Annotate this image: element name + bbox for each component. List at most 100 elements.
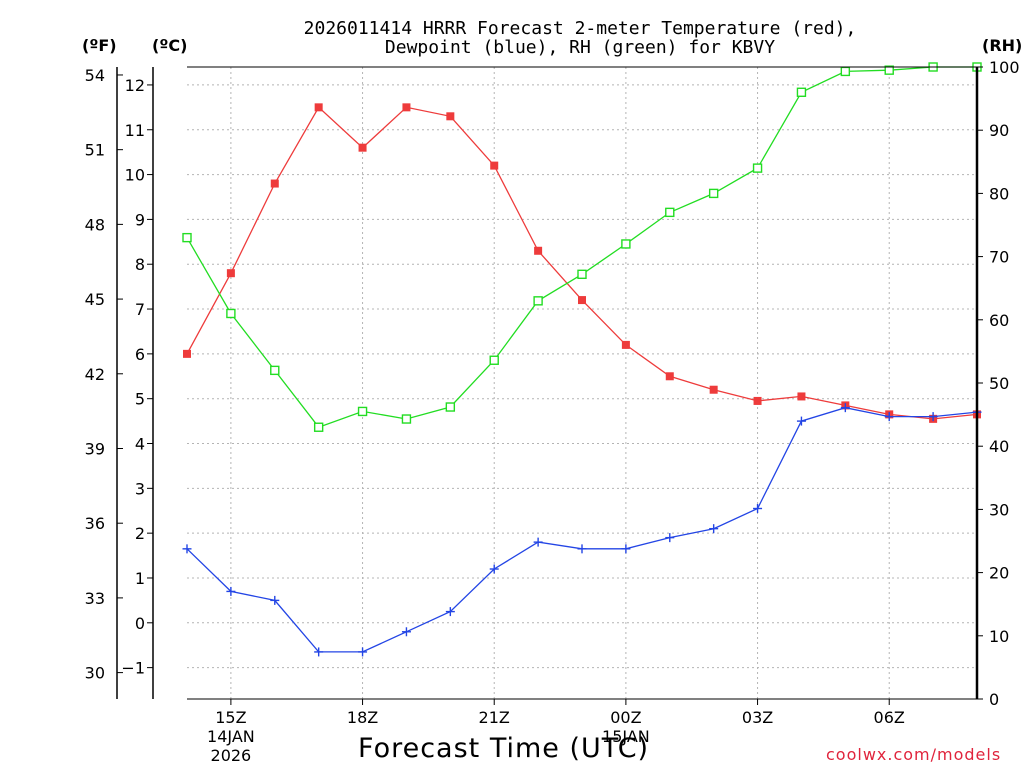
temperature-point (226, 269, 235, 278)
fahrenheit-tick-label: 33 (85, 589, 105, 608)
temperature-point (402, 103, 411, 112)
rh-point (533, 296, 543, 306)
axes: −101234567891011123033363942454851540102… (85, 58, 1020, 765)
temperature-point (665, 372, 674, 381)
celsius-tick-label: −1 (121, 659, 145, 678)
series-layer (182, 62, 982, 657)
fahrenheit-tick-label: 45 (85, 290, 105, 309)
x-tick-label: 00Z (610, 708, 641, 727)
temperature-point (270, 179, 279, 188)
x-tick-label: 14JAN (207, 727, 255, 746)
rh-point (884, 65, 894, 75)
celsius-tick-label: 7 (135, 300, 145, 319)
dewpoint-point (533, 537, 543, 547)
rh-axis-unit: (RH) (982, 36, 1023, 55)
x-tick-label: 15Z (215, 708, 246, 727)
fahrenheit-axis-unit: (ºF) (82, 36, 117, 55)
rh-point (445, 402, 456, 412)
celsius-tick-label: 6 (135, 345, 145, 364)
x-tick-label: 06Z (874, 708, 905, 727)
celsius-tick-label: 4 (135, 435, 145, 454)
rh-point (401, 414, 412, 424)
celsius-tick-label: 3 (135, 479, 145, 498)
rh-point (577, 269, 587, 279)
celsius-tick-label: 1 (135, 569, 145, 588)
dewpoint-point (182, 544, 192, 554)
dewpoint-point (928, 412, 938, 422)
x-tick-label: 15JAN (602, 727, 650, 746)
rh-tick-label: 90 (989, 121, 1009, 140)
rh-tick-label: 80 (989, 184, 1009, 203)
dewpoint-point (709, 524, 719, 534)
gridlines (187, 67, 977, 699)
rh-tick-label: 50 (989, 374, 1009, 393)
rh-tick-label: 60 (989, 311, 1009, 330)
fahrenheit-tick-label: 36 (85, 514, 105, 533)
rh-point (621, 239, 631, 249)
fahrenheit-tick-label: 39 (85, 439, 105, 458)
temperature-point (314, 103, 323, 112)
dewpoint-point (226, 586, 236, 596)
celsius-axis-unit: (ºC) (152, 36, 188, 55)
x-tick-label: 21Z (479, 708, 510, 727)
temperature-point (709, 385, 718, 394)
fahrenheit-tick-label: 54 (85, 66, 105, 85)
rh-point (840, 66, 851, 77)
dewpoint-point (577, 544, 587, 554)
celsius-tick-label: 10 (125, 166, 145, 185)
rh-point (182, 232, 192, 243)
series-line-dewpoint (186, 407, 978, 653)
rh-point (313, 422, 324, 432)
dewpoint-point (358, 647, 368, 657)
rh-tick-label: 20 (989, 564, 1009, 583)
temperature-point (578, 296, 586, 305)
celsius-tick-label: 5 (135, 390, 145, 409)
x-tick-label: 2026 (211, 746, 252, 765)
chart-title-line-2: Dewpoint (blue), RH (green) for KBVY (384, 37, 776, 58)
dewpoint-point (270, 595, 280, 605)
rh-point (270, 365, 280, 376)
x-tick-label: 18Z (347, 708, 378, 727)
dewpoint-point (445, 607, 455, 617)
dewpoint-point (621, 544, 631, 554)
temperature-point (183, 349, 191, 358)
temperature-point (534, 246, 543, 255)
celsius-tick-label: 11 (125, 121, 145, 140)
temperature-point (753, 396, 762, 405)
temperature-point (797, 392, 806, 401)
dewpoint-point (489, 564, 499, 574)
dewpoint-point (665, 533, 675, 543)
series-line-2-meter-temperature (186, 106, 978, 420)
rh-tick-label: 100 (989, 58, 1020, 77)
celsius-tick-label: 9 (135, 210, 145, 229)
dewpoint-point (753, 504, 763, 514)
fahrenheit-tick-label: 48 (85, 215, 105, 234)
temperature-point (446, 112, 455, 121)
rh-point (489, 355, 499, 365)
chart-title-line-1: 2026011414 HRRR Forecast 2-meter Tempera… (303, 18, 857, 39)
rh-point (226, 308, 236, 319)
x-tick-label: 03Z (742, 708, 773, 727)
rh-tick-label: 0 (989, 690, 999, 709)
dewpoint-point (314, 647, 324, 657)
rh-point (796, 87, 807, 97)
dewpoint-point (840, 403, 850, 413)
celsius-tick-label: 8 (135, 255, 145, 274)
rh-point (752, 163, 763, 173)
temperature-point (358, 143, 367, 152)
rh-point (708, 188, 719, 199)
rh-point (665, 207, 675, 218)
series-line-rh (186, 66, 977, 428)
x-axis-title: Forecast Time (UTC) (358, 733, 650, 764)
source-credit: coolwx.com/models (826, 745, 1002, 764)
dewpoint-point (884, 412, 894, 422)
dewpoint-point (796, 416, 806, 426)
rh-point (357, 406, 368, 417)
celsius-tick-label: 12 (125, 76, 145, 95)
temperature-point (621, 340, 630, 349)
celsius-tick-label: 0 (135, 614, 145, 633)
fahrenheit-tick-label: 30 (85, 664, 105, 683)
rh-tick-label: 70 (989, 248, 1009, 267)
celsius-tick-label: 2 (135, 524, 145, 543)
